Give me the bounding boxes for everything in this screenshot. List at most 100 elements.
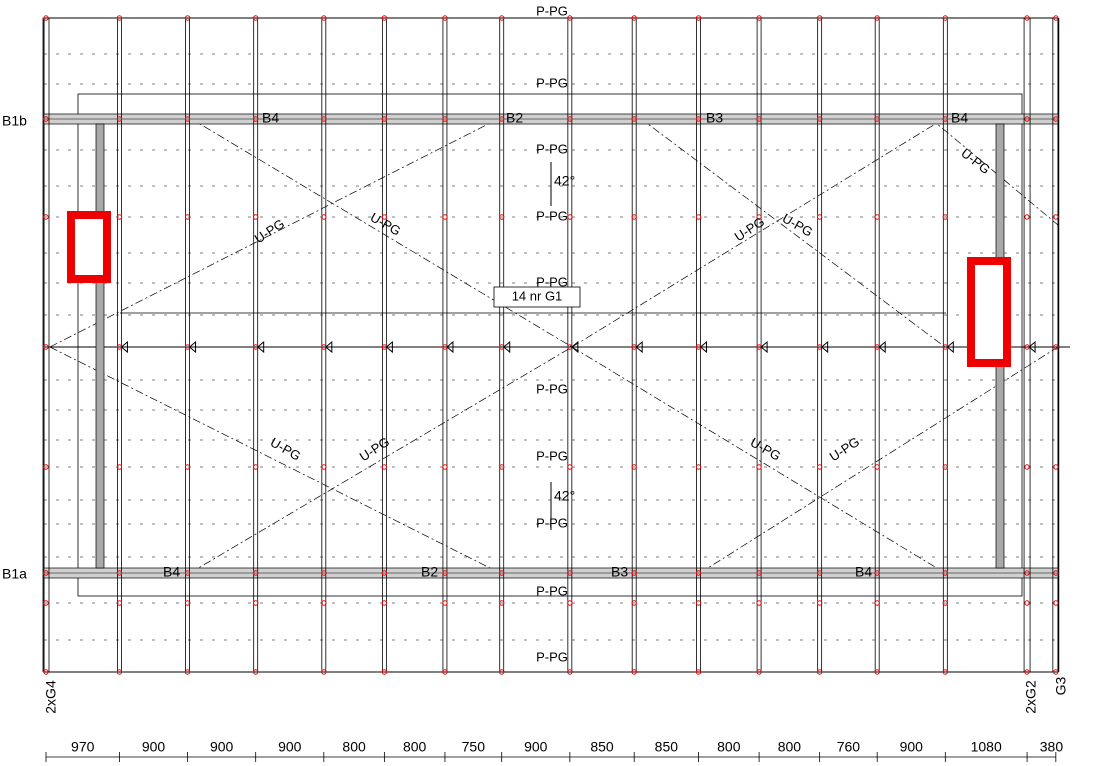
connector — [321, 116, 327, 122]
connector — [1053, 669, 1059, 675]
connector — [184, 214, 191, 220]
purlin-label: P-PG — [536, 515, 568, 530]
connector — [816, 214, 823, 220]
connector — [816, 600, 823, 606]
section-label: 2xG2 — [1023, 680, 1039, 714]
beam-label: B3 — [611, 564, 628, 580]
ridge-marker — [325, 340, 333, 354]
dimension-label: 1080 — [971, 739, 1002, 755]
ridge-marker — [446, 340, 454, 354]
connector — [116, 15, 123, 21]
connector — [442, 600, 448, 606]
connector — [184, 600, 191, 606]
connector — [116, 600, 123, 606]
connector — [631, 15, 637, 21]
side-beam — [95, 123, 105, 569]
count-box — [493, 286, 581, 308]
window — [67, 211, 111, 283]
connector — [1053, 570, 1059, 576]
connector — [116, 214, 123, 220]
connector — [567, 15, 573, 21]
beam-label: B1a — [2, 566, 27, 582]
ridge-marker — [878, 340, 886, 354]
connector — [321, 600, 327, 606]
purlin-label: P-PG — [536, 208, 568, 223]
purlin-label: P-PG — [536, 448, 568, 463]
connector — [252, 116, 259, 122]
dimension-label: 800 — [403, 739, 427, 755]
connector — [756, 15, 762, 21]
connector — [816, 15, 823, 21]
ridge-marker — [188, 340, 197, 354]
connector — [631, 600, 637, 606]
beam-label: B2 — [421, 564, 438, 580]
inner-outline — [77, 93, 1023, 597]
connector — [874, 570, 880, 576]
connector — [816, 116, 823, 122]
connector — [1024, 464, 1030, 470]
purlin-label: P-PG — [536, 381, 568, 396]
connector — [631, 464, 637, 470]
connector — [1024, 15, 1030, 21]
connector — [695, 214, 702, 220]
connector — [252, 669, 259, 675]
connector — [942, 600, 949, 606]
connector — [567, 116, 573, 122]
ridge-marker — [1028, 340, 1036, 354]
connector — [184, 669, 191, 675]
connector — [184, 15, 191, 21]
connector — [43, 344, 49, 350]
connector — [695, 600, 702, 606]
connector — [442, 214, 448, 220]
connector — [1024, 600, 1030, 606]
connector — [381, 669, 388, 675]
beam-label: B4 — [163, 564, 180, 580]
purlin-label: P-PG — [536, 274, 568, 289]
section-label: G3 — [1053, 676, 1069, 695]
connector — [252, 570, 259, 576]
connector — [252, 464, 259, 470]
connector — [442, 15, 448, 21]
connector — [874, 15, 880, 21]
connector — [1024, 669, 1030, 675]
connector — [1053, 116, 1059, 122]
dimension-label: 900 — [900, 739, 924, 755]
dimension-label: 800 — [778, 739, 802, 755]
ridge-marker — [760, 340, 768, 354]
connector — [252, 600, 259, 606]
ridge-marker — [946, 340, 954, 354]
connector — [499, 214, 505, 220]
connector — [381, 464, 388, 470]
connector — [321, 15, 327, 21]
connector — [499, 15, 505, 21]
connector — [695, 669, 702, 675]
dimension-label: 760 — [837, 739, 861, 755]
connector — [321, 464, 327, 470]
connector — [442, 669, 448, 675]
dimension-label: 850 — [590, 739, 614, 755]
bracing — [49, 117, 501, 348]
connector — [756, 600, 762, 606]
connector — [43, 464, 49, 470]
connector — [43, 15, 49, 21]
connector — [1053, 214, 1059, 220]
beam-label: B3 — [706, 110, 723, 126]
ridge-marker — [120, 340, 128, 354]
purlin-label: P-PG — [536, 583, 568, 598]
bracing — [49, 346, 501, 574]
connector — [695, 15, 702, 21]
connector — [43, 600, 49, 606]
connector — [874, 116, 880, 122]
connector — [499, 669, 505, 675]
connector — [695, 570, 702, 576]
connector — [942, 116, 949, 122]
bracing — [929, 117, 1059, 226]
connector — [499, 464, 505, 470]
connector — [442, 464, 448, 470]
connector — [499, 116, 505, 122]
pitch-label: 42° — [554, 488, 575, 504]
connector — [756, 214, 762, 220]
beam-label: B2 — [506, 110, 523, 126]
section-label: 2xG4 — [43, 680, 59, 714]
dimension-label: 800 — [717, 739, 741, 755]
